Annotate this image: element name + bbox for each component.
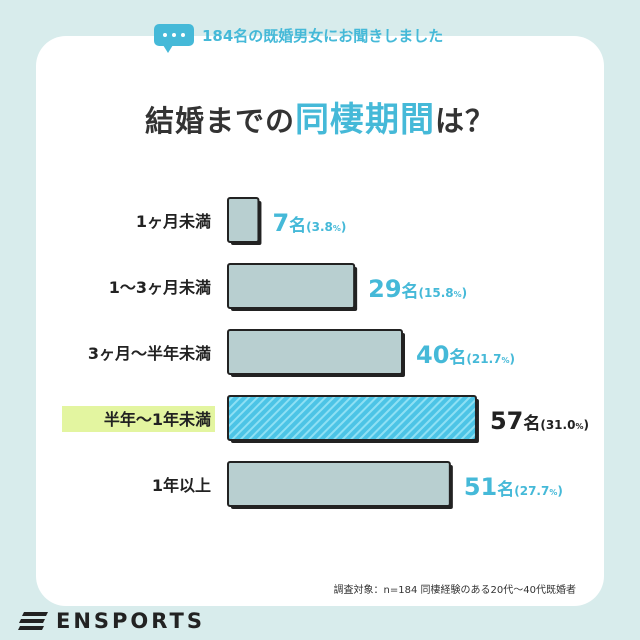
value-label: 29名(15.8%) xyxy=(368,275,467,303)
category-label: 1年以上 xyxy=(152,476,211,495)
value-label: 57名(31.0%) xyxy=(490,407,589,435)
title-highlight: 同棲期間 xyxy=(295,100,435,140)
footnote: 調査対象：n=184 同棲経験のある20代〜40代既婚者 xyxy=(333,585,576,596)
title-prefix: 結婚までの xyxy=(144,104,295,138)
bar xyxy=(227,329,403,375)
bar xyxy=(227,263,356,309)
brand-logo: ENSPORTS xyxy=(18,609,205,633)
category-label: 半年〜1年未満 xyxy=(104,410,211,429)
category-highlight xyxy=(62,406,215,432)
value-label: 51名(27.7%) xyxy=(464,473,563,501)
bar xyxy=(227,197,260,243)
chat-bubble-icon xyxy=(154,24,194,53)
category-label: 3ヶ月〜半年未満 xyxy=(88,344,211,363)
value-label: 40名(21.7%) xyxy=(416,341,515,369)
category-label: 1〜3ヶ月未満 xyxy=(109,278,211,297)
brand-mark-icon xyxy=(18,612,48,630)
value-label: 7名(3.8%) xyxy=(272,209,346,237)
chart-card xyxy=(36,36,604,606)
chart-title: 結婚までの同棲期間は？ xyxy=(0,92,640,141)
category-label: 1ヶ月未満 xyxy=(136,212,211,231)
title-suffix: は？ xyxy=(435,104,496,138)
bar xyxy=(227,395,477,441)
bar xyxy=(227,461,451,507)
survey-label: 184名の既婚男女にお聞きしました xyxy=(202,27,444,45)
brand-name: ENSPORTS xyxy=(56,609,205,633)
